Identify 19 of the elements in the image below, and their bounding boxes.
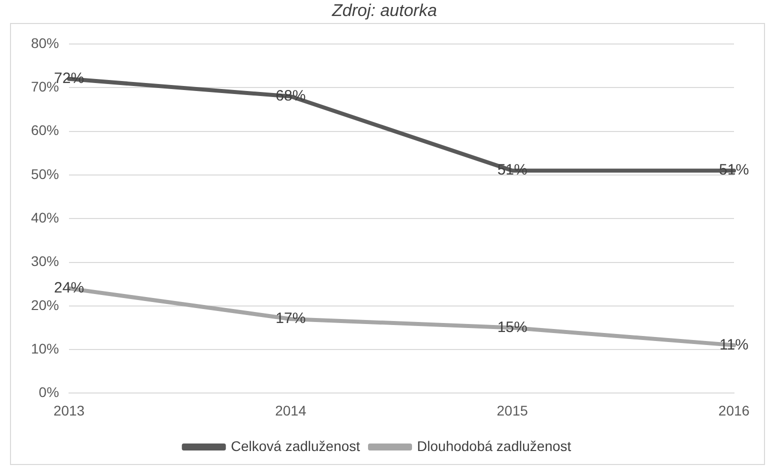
x-tick-label: 2016 <box>718 402 750 418</box>
data-label: 24% <box>54 280 84 297</box>
y-tick-label: 30% <box>30 253 60 270</box>
x-tick-label: 2014 <box>275 402 306 418</box>
y-tick-label: 20% <box>30 296 60 313</box>
legend-label: Dlouhodobá zadluženost <box>417 438 572 454</box>
data-label: 15% <box>497 318 528 336</box>
y-tick-label: 0% <box>38 384 60 400</box>
x-tick-label: 2013 <box>53 402 85 418</box>
data-label: 17% <box>276 310 306 328</box>
y-tick-label: 80% <box>30 34 60 51</box>
y-tick-label: 60% <box>30 122 60 138</box>
data-label: 11% <box>720 336 748 354</box>
text: Zdroj: autorka <box>330 0 438 22</box>
legend-label: Celková zadluženost <box>230 438 360 454</box>
y-tick-label: 40% <box>30 209 60 226</box>
y-tick-label: 10% <box>30 340 60 356</box>
y-tick-label: 50% <box>30 166 60 182</box>
x-tick-label: 2015 <box>496 402 528 418</box>
